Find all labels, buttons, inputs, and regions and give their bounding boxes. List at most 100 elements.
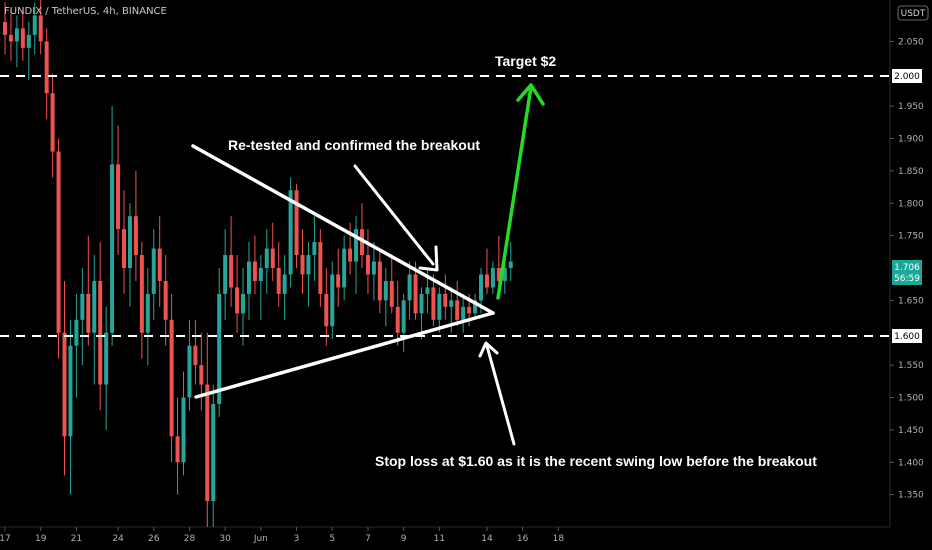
- triangle-lower-trendline[interactable]: [194, 311, 495, 399]
- candle-body[interactable]: [193, 345, 198, 366]
- candle-body[interactable]: [318, 242, 323, 294]
- candle-body[interactable]: [44, 41, 49, 94]
- candle-body[interactable]: [484, 274, 489, 288]
- candle-body[interactable]: [490, 268, 495, 288]
- candle-body[interactable]: [449, 300, 454, 307]
- target-level-badge: 2.000: [892, 69, 922, 83]
- candle-body[interactable]: [306, 255, 311, 275]
- candle-body[interactable]: [348, 248, 353, 262]
- candle-body[interactable]: [377, 261, 382, 301]
- candle-body[interactable]: [395, 306, 400, 333]
- stop-level-badge: 1.600: [892, 329, 922, 343]
- candle-body[interactable]: [502, 268, 507, 281]
- candle-body[interactable]: [413, 274, 418, 314]
- candle-body[interactable]: [455, 300, 460, 320]
- candle-body[interactable]: [252, 261, 257, 281]
- candle-body[interactable]: [38, 15, 43, 42]
- candle-body[interactable]: [20, 28, 25, 48]
- candle-body[interactable]: [98, 280, 103, 385]
- candle-body[interactable]: [473, 300, 478, 314]
- candle-body[interactable]: [181, 397, 186, 463]
- candle-body[interactable]: [92, 280, 97, 333]
- candle-body[interactable]: [26, 34, 31, 48]
- candle-body[interactable]: [324, 293, 329, 327]
- candle-body[interactable]: [330, 274, 335, 327]
- candle-body[interactable]: [223, 255, 228, 294]
- candle-body[interactable]: [56, 151, 61, 333]
- candle-body[interactable]: [163, 280, 168, 320]
- candle-body[interactable]: [86, 293, 91, 333]
- candle-body[interactable]: [187, 345, 192, 398]
- candle-body[interactable]: [294, 190, 299, 256]
- candle-body[interactable]: [419, 293, 424, 314]
- candle-body[interactable]: [104, 332, 109, 385]
- candle-body[interactable]: [229, 255, 234, 288]
- candle-body[interactable]: [288, 190, 293, 275]
- candle-body[interactable]: [371, 261, 376, 275]
- time-tick-label: 9: [401, 534, 407, 544]
- retest-arrow[interactable]: [353, 164, 439, 272]
- candle-body[interactable]: [282, 274, 287, 294]
- candle-body[interactable]: [50, 93, 55, 152]
- candle-body[interactable]: [169, 319, 174, 437]
- candle-body[interactable]: [496, 268, 501, 281]
- candle-body[interactable]: [74, 319, 79, 346]
- candle-body[interactable]: [116, 164, 121, 230]
- time-tick-label: 21: [71, 534, 82, 544]
- time-tick-label: 18: [553, 534, 565, 544]
- candle-body[interactable]: [467, 306, 472, 314]
- candle-body[interactable]: [157, 248, 162, 281]
- candle-body[interactable]: [151, 248, 156, 294]
- stop-loss-arrow[interactable]: [478, 341, 516, 446]
- candle-body[interactable]: [360, 229, 364, 256]
- candle-body[interactable]: [401, 300, 406, 333]
- candle-body[interactable]: [300, 255, 305, 275]
- candle-body[interactable]: [270, 248, 275, 268]
- candle-body[interactable]: [14, 28, 19, 42]
- triangle-upper-trendline[interactable]: [191, 144, 495, 315]
- candle-body[interactable]: [246, 261, 251, 294]
- candle-body[interactable]: [127, 216, 132, 268]
- candle-body[interactable]: [175, 436, 180, 463]
- candle-body[interactable]: [80, 293, 85, 320]
- candle-body[interactable]: [312, 242, 317, 256]
- candle-body[interactable]: [122, 229, 126, 268]
- candle-body[interactable]: [62, 332, 67, 437]
- currency-badge[interactable]: USDT: [897, 5, 929, 21]
- candle-body[interactable]: [241, 293, 245, 314]
- candle-body[interactable]: [145, 293, 150, 333]
- candle-body[interactable]: [461, 306, 466, 320]
- candle-body[interactable]: [133, 216, 138, 256]
- candle-body[interactable]: [110, 164, 115, 333]
- candle-body[interactable]: [425, 287, 430, 294]
- candle-body[interactable]: [389, 280, 394, 307]
- retest-annotation: Re-tested and confirmed the breakout: [228, 137, 480, 153]
- candle-body[interactable]: [336, 274, 341, 288]
- candle-body[interactable]: [437, 293, 442, 320]
- candle-body[interactable]: [383, 280, 388, 301]
- candle-body[interactable]: [431, 287, 436, 320]
- candle-body[interactable]: [443, 293, 448, 307]
- candle-body[interactable]: [479, 274, 483, 301]
- candle-body[interactable]: [264, 248, 269, 268]
- candle-body[interactable]: [3, 21, 7, 35]
- candle-body[interactable]: [258, 268, 263, 281]
- candle-body[interactable]: [199, 365, 204, 385]
- candle-body[interactable]: [139, 255, 144, 333]
- price-tick-label: 1.350: [898, 491, 924, 501]
- candle-body[interactable]: [276, 268, 281, 294]
- candle-body[interactable]: [235, 287, 240, 314]
- candle-body[interactable]: [68, 345, 73, 437]
- candle-body[interactable]: [365, 255, 370, 275]
- candle-body[interactable]: [217, 293, 222, 404]
- candle-body[interactable]: [32, 15, 37, 35]
- candle-body[interactable]: [205, 384, 210, 502]
- candle-body[interactable]: [8, 34, 13, 42]
- candle-body[interactable]: [407, 274, 412, 301]
- candle-body[interactable]: [354, 229, 359, 262]
- target-arrow[interactable]: [496, 83, 545, 300]
- candle-body[interactable]: [211, 403, 216, 502]
- candle-body[interactable]: [342, 248, 347, 288]
- candle-body[interactable]: [508, 261, 513, 268]
